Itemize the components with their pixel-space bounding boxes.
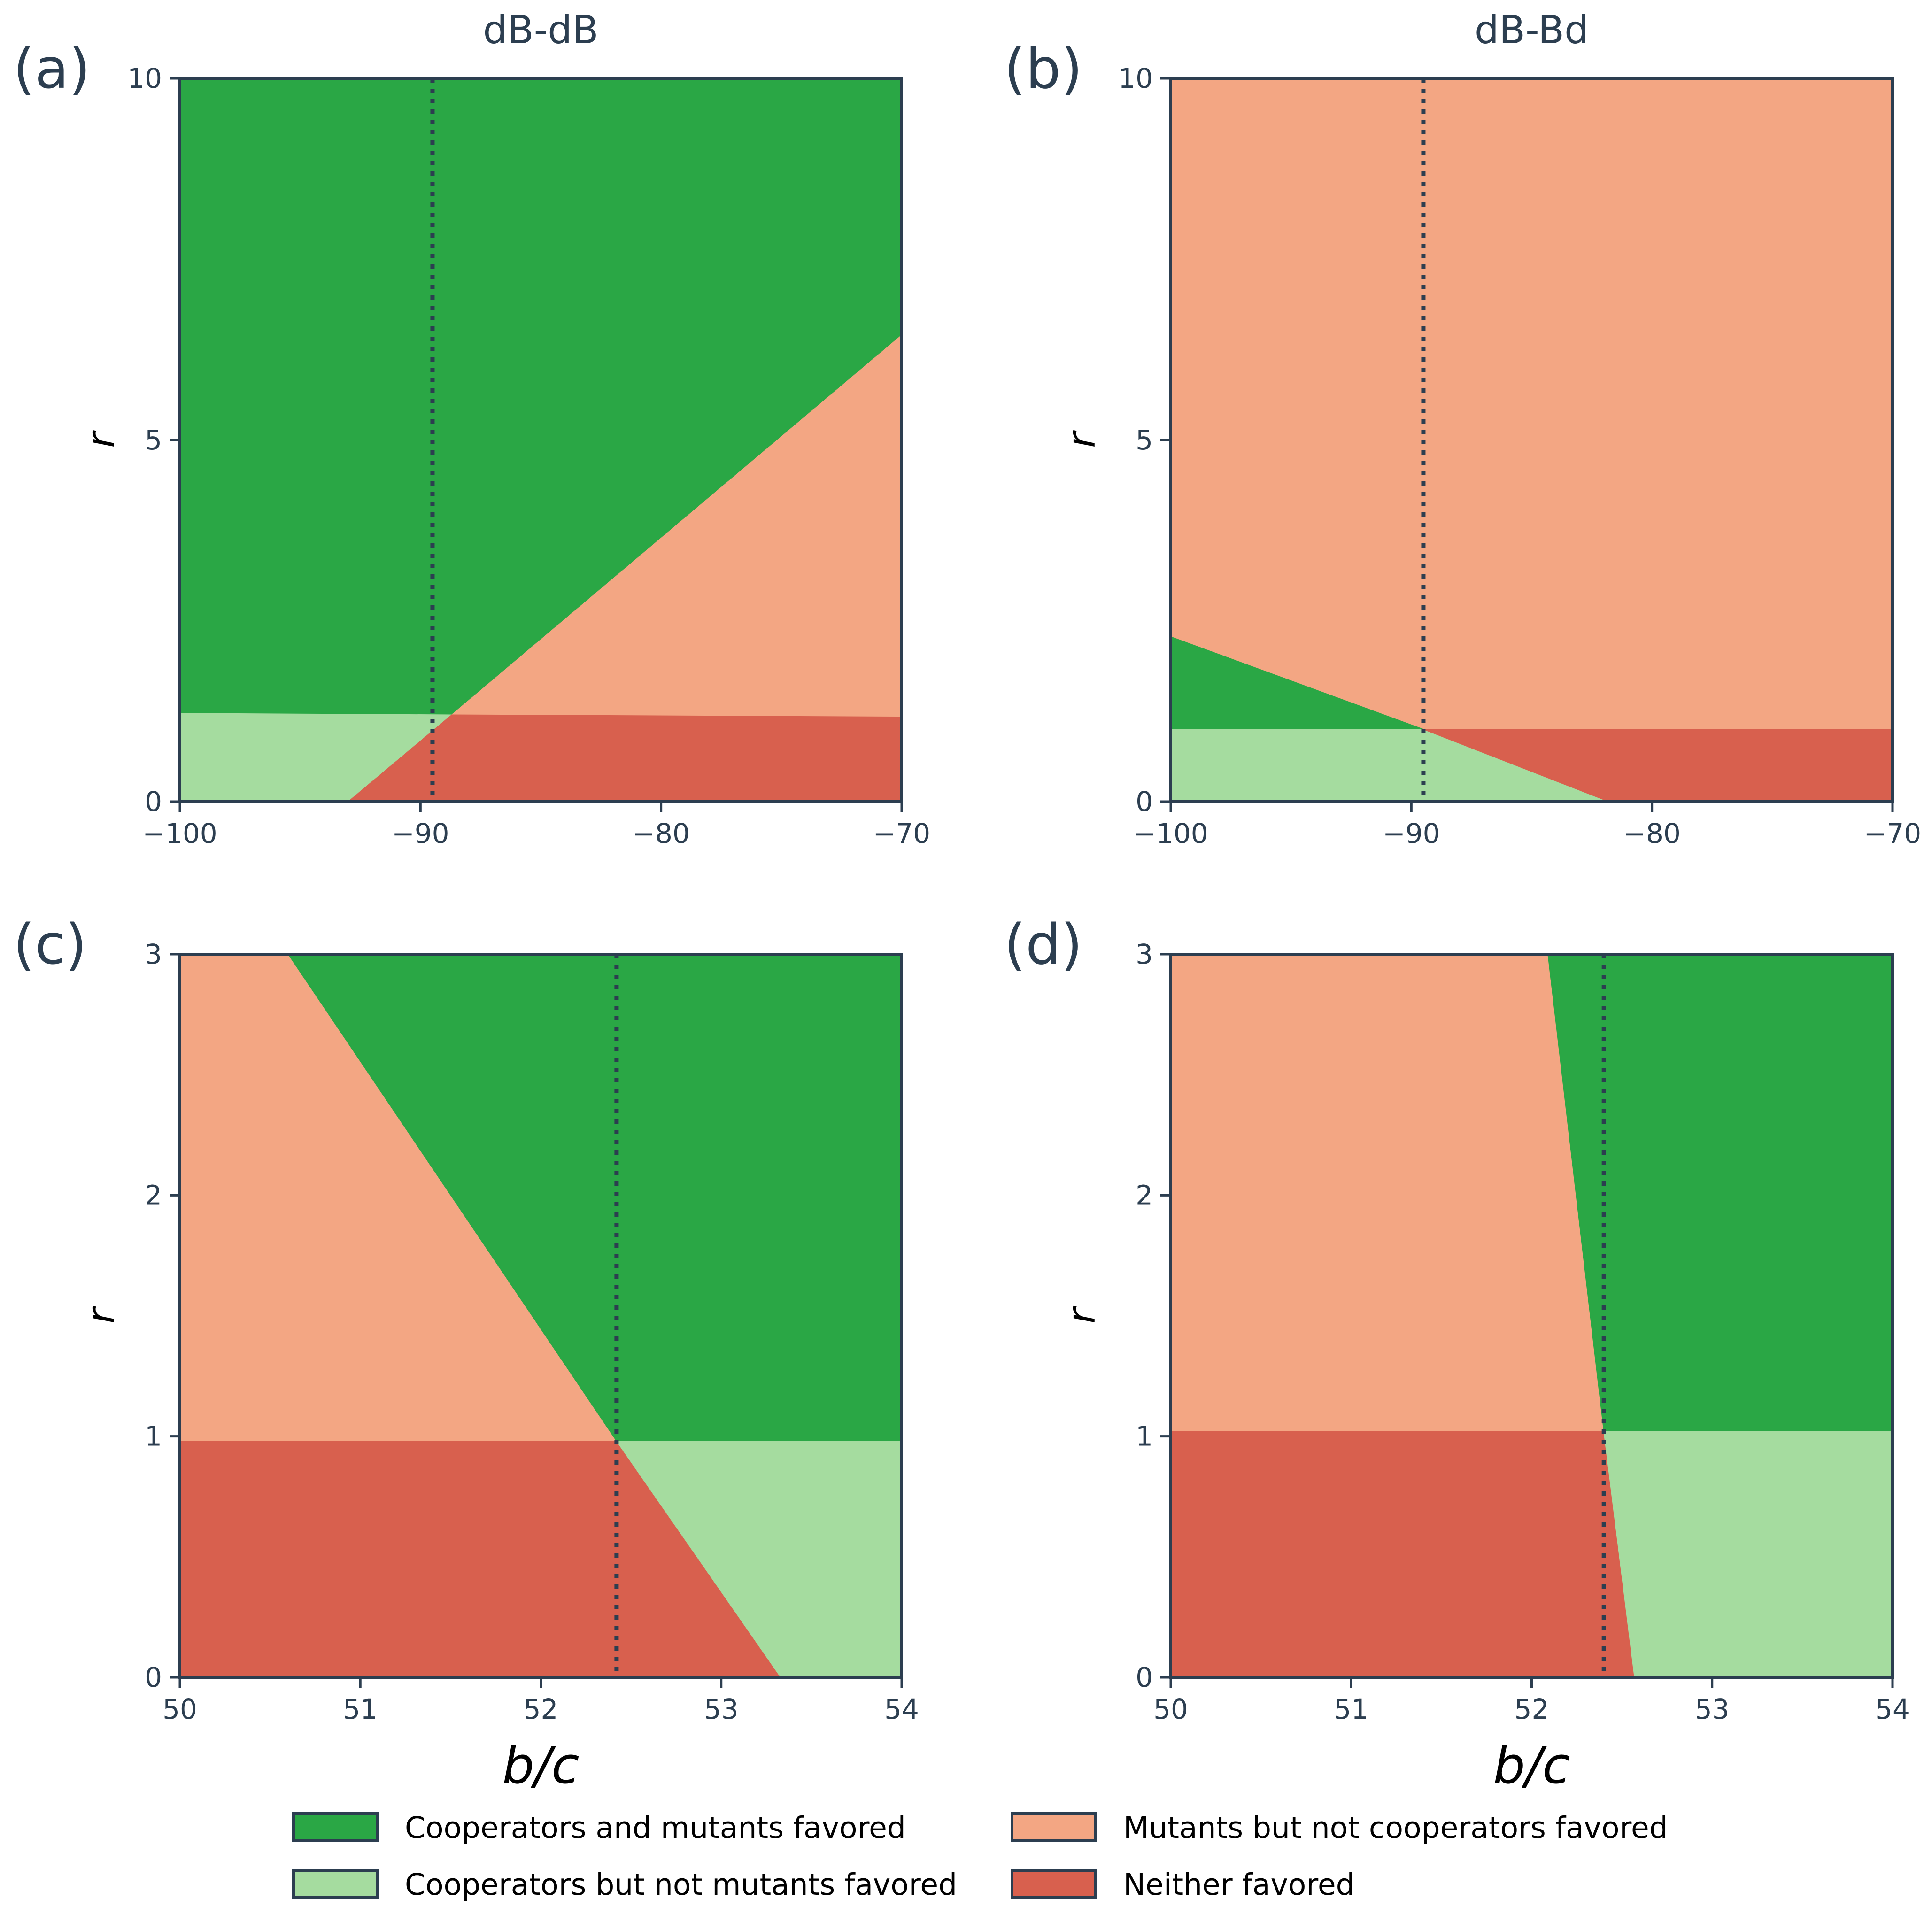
x-tick-label: 53	[1695, 1693, 1730, 1725]
y-tick-label: 0	[145, 1661, 162, 1693]
x-tick-label: −70	[1864, 818, 1921, 849]
y-tick-label: 0	[1136, 1661, 1153, 1693]
x-tick-label: 54	[1875, 1693, 1910, 1725]
y-tick-label: 1	[1136, 1420, 1153, 1452]
x-tick-label: 51	[343, 1693, 378, 1725]
y-axis-label: r	[1059, 1306, 1104, 1324]
x-tick-label: 50	[162, 1693, 197, 1725]
region-both	[1547, 954, 1893, 1432]
x-tick-label: 52	[1515, 1693, 1549, 1725]
region-coop-only	[1603, 1431, 1893, 1678]
panel-letter-label: (d)	[1004, 912, 1082, 977]
y-tick-label: 5	[1136, 424, 1153, 456]
x-tick-label: 54	[884, 1693, 919, 1725]
x-axis-label: b/c	[502, 1737, 579, 1795]
x-tick-label: −90	[392, 818, 449, 849]
y-tick-label: 10	[1118, 62, 1153, 94]
y-tick-label: 3	[1136, 938, 1153, 970]
panel-2: 50 51 52 53 54 0 1 2 3 r b/c (c)	[13, 912, 919, 1795]
y-axis-label: r	[79, 430, 124, 448]
x-tick-label: 53	[704, 1693, 739, 1725]
legend: Cooperators and mutants favored Mutants b…	[292, 1811, 1668, 1902]
region-neither	[1170, 1431, 1635, 1678]
legend-swatch	[1011, 1812, 1097, 1842]
legend-item-neither: Neither favored	[1011, 1868, 1355, 1902]
legend-item-mut-only: Mutants but not cooperators favored	[1011, 1811, 1668, 1845]
y-tick-label: 0	[1136, 786, 1153, 818]
x-tick-label: −70	[873, 818, 930, 849]
panel-0: −100 −90 −80 −70 0 5 10 r dB-dB (a)	[13, 8, 930, 849]
y-tick-label: 2	[1136, 1179, 1153, 1211]
x-tick-label: −100	[1133, 818, 1208, 849]
x-tick-label: 52	[524, 1693, 558, 1725]
y-tick-label: 5	[145, 424, 162, 456]
panel-title: dB-dB	[483, 8, 598, 53]
y-axis-label: r	[79, 1306, 124, 1324]
panel-letter-label: (a)	[13, 36, 90, 101]
panel-3: 50 51 52 53 54 0 1 2 3 r b/c (d)	[1004, 912, 1910, 1795]
y-axis-label: r	[1059, 430, 1104, 448]
panel-letter-label: (c)	[13, 912, 87, 977]
x-tick-label: −80	[632, 818, 689, 849]
x-tick-label: −80	[1623, 818, 1680, 849]
legend-swatch	[292, 1869, 379, 1899]
panel-title: dB-Bd	[1475, 8, 1589, 53]
x-tick-label: −100	[142, 818, 217, 849]
y-tick-label: 3	[145, 938, 162, 970]
legend-item-both: Cooperators and mutants favored	[292, 1811, 906, 1845]
y-tick-label: 2	[145, 1179, 162, 1211]
x-tick-label: 51	[1334, 1693, 1368, 1725]
y-tick-label: 0	[145, 786, 162, 818]
y-tick-label: 1	[145, 1420, 162, 1452]
y-tick-label: 10	[127, 62, 162, 94]
legend-swatch	[1011, 1869, 1097, 1899]
legend-item-coop-only: Cooperators but not mutants favored	[292, 1868, 957, 1902]
legend-label: Neither favored	[1123, 1868, 1355, 1902]
legend-label: Cooperators but not mutants favored	[405, 1868, 957, 1902]
x-tick-label: −90	[1383, 818, 1440, 849]
legend-label: Cooperators and mutants favored	[405, 1811, 906, 1845]
x-axis-label: b/c	[1493, 1737, 1570, 1795]
legend-swatch	[292, 1812, 379, 1842]
x-tick-label: 50	[1153, 1693, 1188, 1725]
region-mut-only	[1170, 954, 1605, 1432]
region-mut-only	[1170, 78, 1893, 730]
legend-label: Mutants but not cooperators favored	[1123, 1811, 1668, 1845]
panel-letter-label: (b)	[1004, 36, 1082, 101]
panel-1: −100 −90 −80 −70 0 5 10 r dB-Bd (b)	[1004, 8, 1921, 849]
